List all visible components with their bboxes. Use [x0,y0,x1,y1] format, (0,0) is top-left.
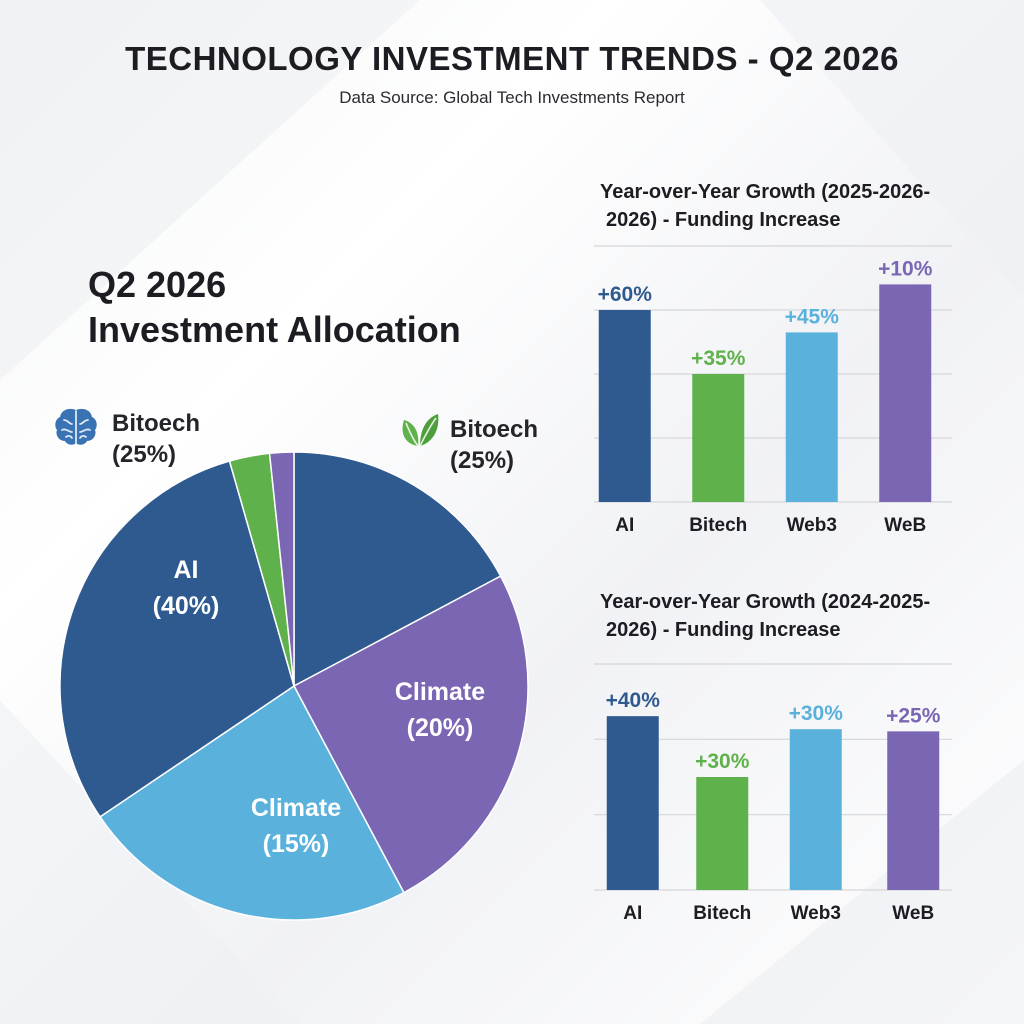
pie-slice [292,575,529,894]
brain-icon [55,408,97,445]
pie-slice-label: AI [174,556,199,584]
pie-slice [268,451,295,687]
callout-right: Bitoech (25%) [402,414,539,476]
bar-category-label: Web3 [791,903,841,924]
bar-chart-1-title-line1: Year-over-Year Growth (2025-2026- [600,181,931,203]
bar [598,310,651,502]
callout-left: Bitoech (25%) [55,408,201,470]
leaf-icon [402,414,439,447]
callout-right-line2: (25%) [450,447,515,474]
bar-category-label: WeB [884,515,926,536]
bar-value-label: +10% [878,257,933,280]
bar [887,731,940,890]
pie-heading-line2: Investment Allocation [88,309,461,350]
bar-value-label: +45% [785,305,840,328]
callout-right-line1: Bitoech [450,416,539,443]
bar [879,284,932,502]
bar-chart-2-title: Year-over-Year Growth (2024-2025- 2026) … [600,588,930,644]
bar-chart-2-title-line1: Year-over-Year Growth (2024-2025- [600,591,931,613]
pie-heading-line1: Q2 2026 [88,264,227,305]
bar [606,716,659,890]
pie-slice-label: Climate [251,794,341,822]
bar-category-label: AI [623,903,642,924]
bar-chart-2: +40% AI +30% Bitech +30% Web3 +25% WeB [594,663,952,924]
bar-chart-1-title-line2: 2026) - Funding Increase [606,209,841,231]
pie-slice-percent: (20%) [407,714,474,742]
bar-chart-2-title-line2: 2026) - Funding Increase [606,619,841,641]
bar-value-label: +25% [886,704,941,727]
bar-chart-1: +60% AI +35% Bitech +45% Web3 +10% WeB [594,245,952,536]
pie-slice-percent: (40%) [153,592,220,620]
callout-left-line2: (25%) [112,441,177,468]
bar [696,777,749,890]
page-subtitle: Data Source: Global Tech Investments Rep… [339,88,685,107]
bar [789,729,842,890]
bar-value-label: +40% [606,689,661,712]
bar-category-label: AI [615,515,634,536]
pie-slice-label: Climate [395,678,485,706]
pie-slice [293,451,502,688]
bar-category-label: Web3 [787,515,837,536]
page-title: TECHNOLOGY INVESTMENT TRENDS - Q2 2026 [125,40,899,77]
bar [785,332,838,502]
pie-slice [98,684,405,921]
pie-slice [59,460,295,818]
bar [692,374,745,502]
bar-value-label: +30% [695,750,750,773]
callout-left-line1: Bitoech [112,410,201,437]
bar-value-label: +30% [789,702,844,725]
bar-category-label: WeB [892,903,934,924]
bar-value-label: +35% [691,347,746,370]
bar-category-label: Bitech [689,515,747,536]
pie-heading: Q2 2026 Investment Allocation [88,262,461,352]
bar-chart-1-title: Year-over-Year Growth (2025-2026- 2026) … [600,178,930,234]
pie-slice-percent: (15%) [263,830,330,858]
bar-category-label: Bitech [693,903,751,924]
bar-value-label: +60% [598,283,653,306]
